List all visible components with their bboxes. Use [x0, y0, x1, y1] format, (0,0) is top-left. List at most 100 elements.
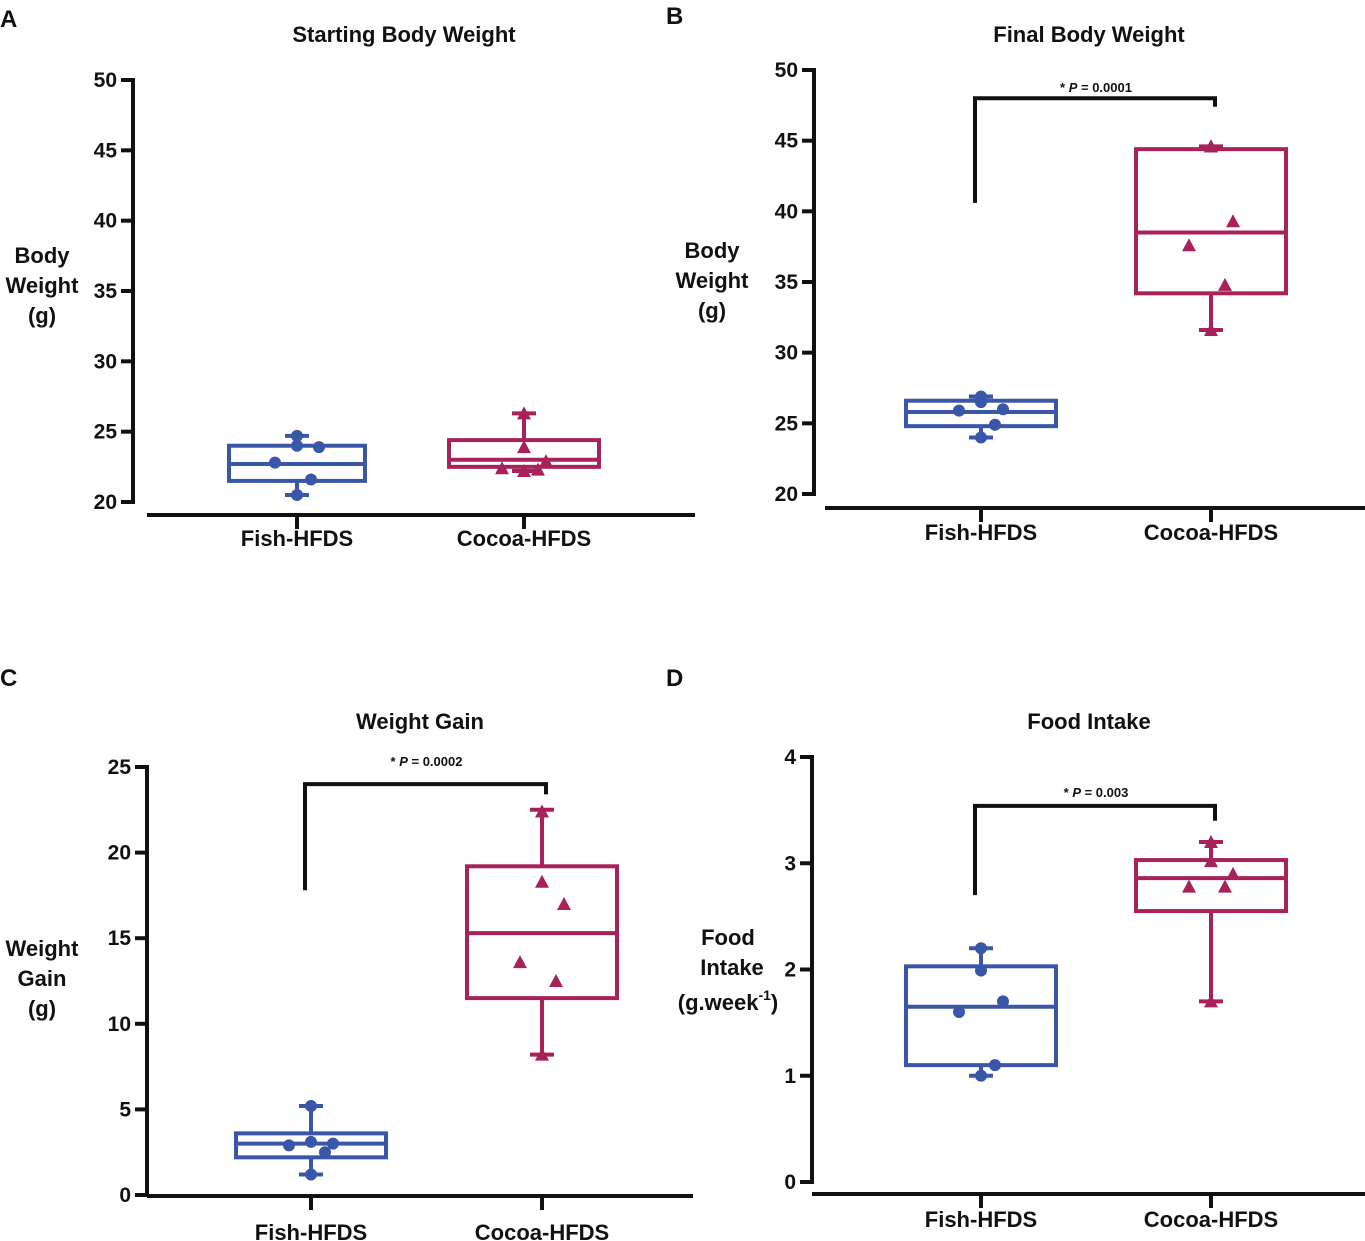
data-point [1204, 323, 1218, 337]
chart-title: Food Intake [1027, 709, 1150, 734]
data-point [283, 1139, 295, 1152]
data-point [517, 464, 531, 478]
data-point [1226, 866, 1240, 880]
panel-label: D [666, 665, 683, 692]
data-point [975, 1069, 987, 1082]
y-tick-label: 4 [784, 746, 796, 769]
significance-value: = 0.003 [1081, 785, 1128, 800]
y-tick-label: 35 [775, 271, 799, 294]
significance-line [303, 782, 548, 891]
y-tick-label: 40 [94, 210, 117, 233]
data-point [531, 462, 545, 476]
x-category-label: Cocoa-HFDS [457, 526, 591, 551]
significance-bracket: * P = 0.003 [973, 785, 1217, 896]
data-point [975, 942, 987, 955]
significance-bracket: * P = 0.0002 [303, 754, 548, 891]
data-point [1204, 139, 1218, 153]
data-point [517, 440, 531, 454]
data-point [975, 390, 987, 403]
x-category-label: Cocoa-HFDS [1144, 520, 1278, 545]
y-tick-label: 45 [94, 139, 118, 162]
y-tick-label: 40 [775, 200, 798, 223]
box-iqr [1134, 147, 1288, 296]
significance-prefix: * [391, 754, 400, 769]
data-point [305, 473, 317, 486]
y-tick-label: 20 [775, 483, 798, 506]
x-category-label: Fish-HFDS [925, 1207, 1037, 1232]
y-axis-label-line: (g) [28, 303, 56, 328]
box-series-fish [227, 429, 367, 501]
y-tick-label: 50 [775, 59, 798, 82]
data-point [557, 896, 571, 910]
y-tick-label: 10 [108, 1013, 131, 1036]
significance-label: * P = 0.0002 [391, 754, 463, 769]
data-point [1218, 277, 1232, 291]
data-point [997, 995, 1009, 1008]
significance-line [973, 96, 1217, 203]
y-axis-label-line: Body [685, 238, 741, 263]
chart-panel-b: B Final Body Weight 20 25 30 35 40 45 50 Fish-HFD… [666, 3, 1365, 545]
panel-label: C [0, 665, 17, 692]
box-series-fish [904, 390, 1058, 444]
y-axis-label-line: (g.week-1) [678, 987, 778, 1015]
data-point [305, 1099, 317, 1112]
panel-label: B [666, 3, 683, 30]
data-point [327, 1137, 339, 1150]
data-point [1204, 854, 1218, 868]
significance-p: P [1069, 80, 1078, 95]
data-point [305, 1135, 317, 1148]
y-tick-label: 0 [119, 1184, 131, 1207]
significance-prefix: * [1064, 785, 1073, 800]
y-axis-label-line: Body [15, 243, 71, 268]
data-point [291, 439, 303, 452]
y-axis-label-part: (g.week [678, 990, 759, 1015]
data-point [1182, 238, 1196, 252]
data-point [1204, 994, 1218, 1008]
data-point [517, 406, 531, 420]
y-axis-label-line: Weight [6, 936, 80, 961]
y-tick-label: 0 [784, 1171, 796, 1194]
box-series-cocoa [447, 406, 601, 478]
y-tick-label: 2 [784, 959, 796, 982]
y-tick-label: 25 [108, 756, 132, 779]
significance-p: P [1072, 785, 1081, 800]
y-tick-label: 3 [784, 852, 796, 875]
significance-label: * P = 0.0001 [1060, 80, 1132, 95]
data-point [975, 431, 987, 444]
y-axis-label-part: ) [771, 990, 778, 1015]
y-tick-label: 20 [94, 491, 117, 514]
data-point [953, 1006, 965, 1018]
data-point [953, 404, 965, 417]
x-category-label: Cocoa-HFDS [475, 1220, 609, 1241]
significance-prefix: * [1060, 80, 1069, 95]
y-tick-label: 35 [94, 280, 118, 303]
y-axis-label-line: (g) [698, 298, 726, 323]
chart-title: Weight Gain [356, 709, 484, 734]
box-series-fish [904, 942, 1058, 1082]
y-axis-label-line: (g) [28, 996, 56, 1021]
significance-label: * P = 0.003 [1064, 785, 1129, 800]
data-point [291, 429, 303, 442]
data-point [1204, 835, 1218, 848]
data-point [997, 403, 1009, 416]
y-tick-label: 25 [775, 412, 799, 435]
chart-title: Final Body Weight [993, 22, 1185, 47]
x-category-label: Fish-HFDS [241, 526, 353, 551]
data-point [1182, 879, 1196, 893]
y-tick-label: 5 [119, 1098, 131, 1121]
data-point [269, 456, 281, 469]
chart-panel-c: C Weight Gain 0 5 10 15 20 25 Fish-HFDS Cocoa-HFD… [0, 665, 693, 1241]
y-tick-label: 15 [108, 927, 132, 950]
box-series-cocoa [465, 804, 619, 1061]
y-tick-label: 30 [94, 350, 117, 373]
data-point [313, 441, 325, 454]
y-axis-label-line: Food [701, 925, 755, 950]
data-point [535, 804, 549, 818]
y-axis-label-line: Weight [676, 268, 750, 293]
data-point [535, 874, 549, 888]
significance-value: = 0.0001 [1077, 80, 1132, 95]
significance-line [973, 803, 1217, 896]
x-category-label: Fish-HFDS [925, 520, 1037, 545]
box-iqr [1134, 858, 1288, 914]
chart-panel-a: A Starting Body Weight 20 25 30 35 40 45 50 Fish-… [0, 6, 695, 551]
